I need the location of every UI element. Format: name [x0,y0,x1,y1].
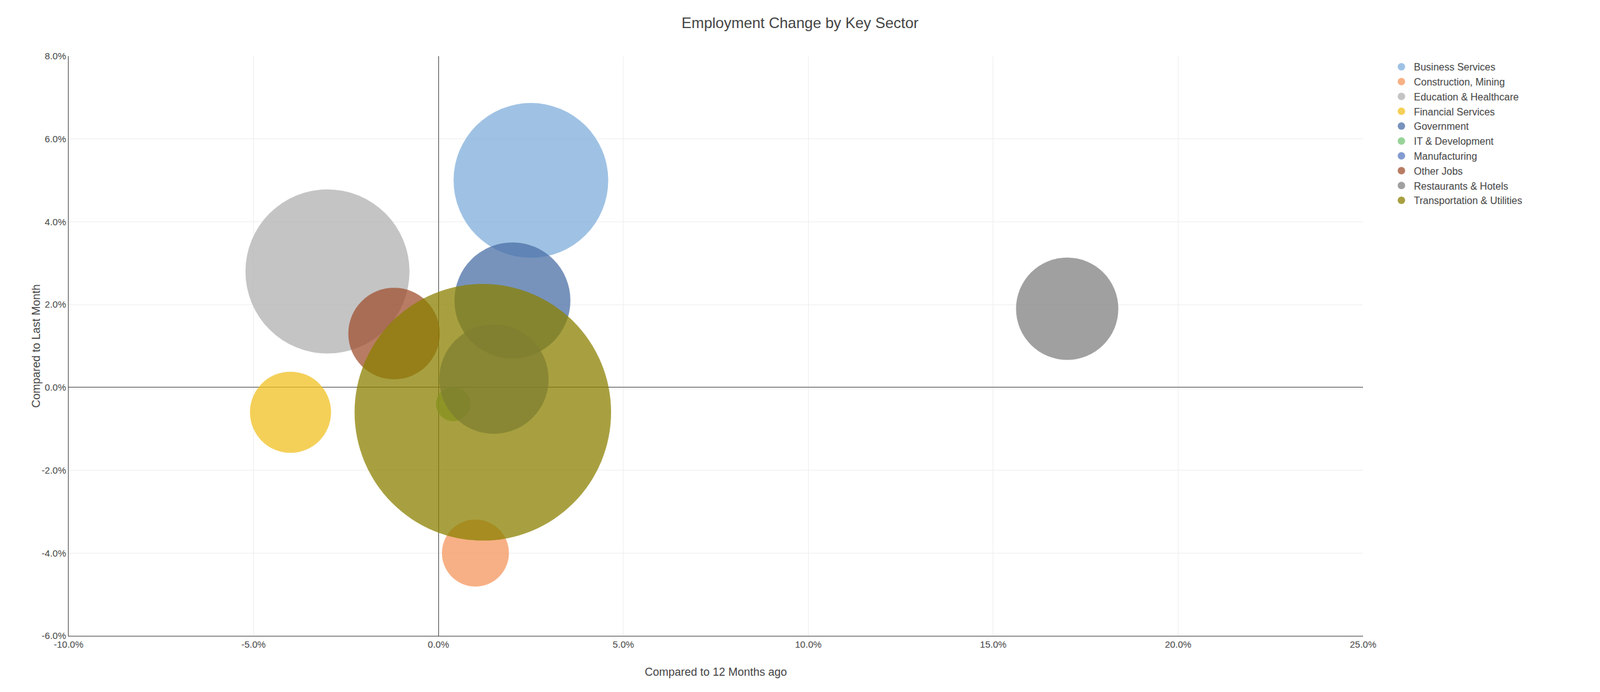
svg-text:25.0%: 25.0% [1349,638,1377,650]
svg-text:Restaurants & Hotels: Restaurants & Hotels [1414,180,1509,192]
svg-text:6.0%: 6.0% [44,133,67,145]
svg-text:10.0%: 10.0% [795,638,822,650]
svg-text:-4.0%: -4.0% [41,547,67,559]
svg-text:Employment Change by Key Secto: Employment Change by Key Sector [681,14,919,32]
svg-text:Compared to 12 Months ago: Compared to 12 Months ago [644,665,787,678]
svg-text:15.0%: 15.0% [980,638,1008,650]
svg-text:0.0%: 0.0% [44,381,67,393]
svg-text:-6.0%: -6.0% [41,629,67,641]
svg-text:Government: Government [1414,120,1470,132]
svg-text:Transportation & Utilities: Transportation & Utilities [1414,195,1523,206]
svg-text:-5.0%: -5.0% [241,638,266,650]
svg-text:Other Jobs: Other Jobs [1414,165,1463,177]
svg-text:-2.0%: -2.0% [41,464,67,476]
svg-text:4.0%: 4.0% [44,216,67,227]
svg-text:Education & Healthcare: Education & Healthcare [1414,91,1519,103]
svg-text:Financial Services: Financial Services [1414,106,1496,118]
svg-text:8.0%: 8.0% [44,50,67,62]
svg-text:20.0%: 20.0% [1164,638,1192,650]
svg-text:Manufacturing: Manufacturing [1414,150,1478,162]
svg-text:Business Services: Business Services [1414,61,1496,73]
svg-text:0.0%: 0.0% [427,638,449,650]
svg-text:Construction, Mining: Construction, Mining [1414,76,1506,88]
svg-text:-10.0%: -10.0% [53,638,84,650]
svg-text:2.0%: 2.0% [44,298,67,310]
svg-text:5.0%: 5.0% [612,638,635,650]
svg-text:Compared to Last Month: Compared to Last Month [29,283,43,408]
svg-text:IT & Development: IT & Development [1414,135,1494,147]
